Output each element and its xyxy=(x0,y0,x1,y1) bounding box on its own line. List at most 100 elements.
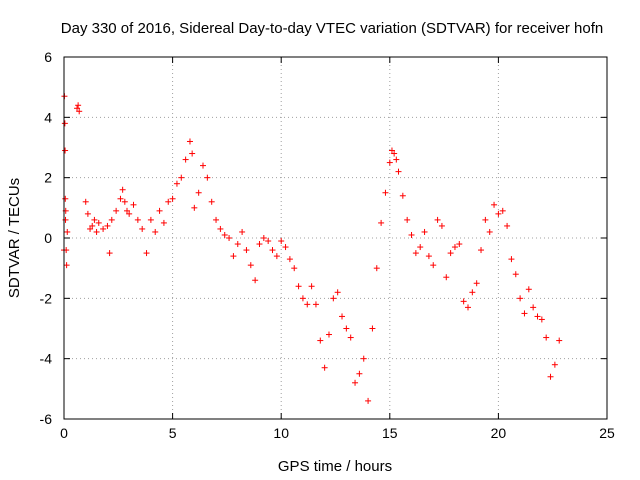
data-point xyxy=(130,201,137,208)
data-point xyxy=(252,277,259,284)
data-point xyxy=(230,253,237,260)
data-point xyxy=(521,310,528,317)
data-point xyxy=(451,244,458,251)
data-point xyxy=(534,313,541,320)
data-point xyxy=(386,159,393,166)
y-tick-label: 4 xyxy=(44,109,52,125)
data-point xyxy=(460,298,467,305)
data-point xyxy=(347,334,354,341)
data-point xyxy=(512,271,519,278)
data-point xyxy=(517,295,524,302)
data-point xyxy=(75,102,82,109)
data-point xyxy=(491,201,498,208)
data-point xyxy=(126,210,133,217)
data-point xyxy=(156,207,163,214)
data-point xyxy=(343,325,350,332)
chart-title: Day 330 of 2016, Sidereal Day-to-day VTE… xyxy=(61,20,603,37)
data-point xyxy=(182,156,189,163)
data-point xyxy=(265,238,272,245)
y-tick-label: -4 xyxy=(40,351,53,367)
data-point xyxy=(134,216,141,223)
data-point xyxy=(239,228,246,235)
data-point xyxy=(425,253,432,260)
data-point xyxy=(295,283,302,290)
data-point xyxy=(469,289,476,296)
data-point xyxy=(447,250,454,257)
data-point xyxy=(100,225,107,232)
data-point xyxy=(117,195,124,202)
data-point xyxy=(304,301,311,308)
data-point xyxy=(186,138,193,145)
data-point xyxy=(221,231,228,238)
data-point xyxy=(299,295,306,302)
data-point xyxy=(104,222,111,229)
data-point xyxy=(76,108,83,115)
data-point xyxy=(243,247,250,254)
x-tick-label: 20 xyxy=(491,425,507,441)
data-point xyxy=(169,195,176,202)
data-point xyxy=(499,207,506,214)
x-tick-label: 0 xyxy=(60,425,68,441)
data-point xyxy=(391,150,398,157)
data-point xyxy=(123,207,130,214)
data-point xyxy=(430,262,437,269)
data-point xyxy=(339,313,346,320)
data-point xyxy=(473,280,480,287)
data-point xyxy=(382,189,389,196)
y-tick-label: 6 xyxy=(44,49,52,65)
data-point xyxy=(113,207,120,214)
data-point xyxy=(165,198,172,205)
data-point xyxy=(551,361,558,368)
data-point xyxy=(538,316,545,323)
data-point xyxy=(189,150,196,157)
data-point xyxy=(352,379,359,386)
data-point xyxy=(173,180,180,187)
data-point xyxy=(378,219,385,226)
data-point xyxy=(291,265,298,272)
data-point xyxy=(121,198,128,205)
data-point xyxy=(62,216,69,223)
x-tick-label: 25 xyxy=(599,425,615,441)
data-point xyxy=(482,216,489,223)
axis-ticks xyxy=(63,56,608,420)
data-point xyxy=(87,225,94,232)
data-point xyxy=(478,247,485,254)
data-point xyxy=(95,219,102,226)
data-point xyxy=(74,105,81,112)
data-point xyxy=(208,198,215,205)
data-point xyxy=(82,198,89,205)
x-tick-label: 15 xyxy=(382,425,398,441)
data-point xyxy=(278,238,285,245)
data-point xyxy=(464,304,471,311)
data-point xyxy=(525,286,532,293)
data-point xyxy=(312,301,319,308)
data-point xyxy=(369,325,376,332)
data-point xyxy=(200,162,207,169)
data-point xyxy=(178,174,185,181)
data-point xyxy=(408,231,415,238)
y-tick-label: 0 xyxy=(44,230,52,246)
plot-frame xyxy=(63,56,608,420)
data-point xyxy=(395,168,402,175)
data-point xyxy=(508,256,515,263)
data-point xyxy=(504,222,511,229)
data-point xyxy=(273,253,280,260)
data-point xyxy=(139,225,146,232)
x-tick-label: 10 xyxy=(273,425,289,441)
data-point xyxy=(547,373,554,380)
data-point xyxy=(373,265,380,272)
data-point xyxy=(62,195,69,202)
data-point xyxy=(393,156,400,163)
data-point xyxy=(417,244,424,251)
data-point xyxy=(108,216,115,223)
data-point xyxy=(195,189,202,196)
data-point xyxy=(308,283,315,290)
data-point xyxy=(84,210,91,217)
data-point xyxy=(356,370,363,377)
data-point xyxy=(61,120,68,127)
x-axis-title: GPS time / hours xyxy=(278,458,392,475)
data-point xyxy=(152,228,159,235)
data-point xyxy=(282,244,289,251)
data-point xyxy=(89,222,96,229)
data-point xyxy=(191,204,198,211)
